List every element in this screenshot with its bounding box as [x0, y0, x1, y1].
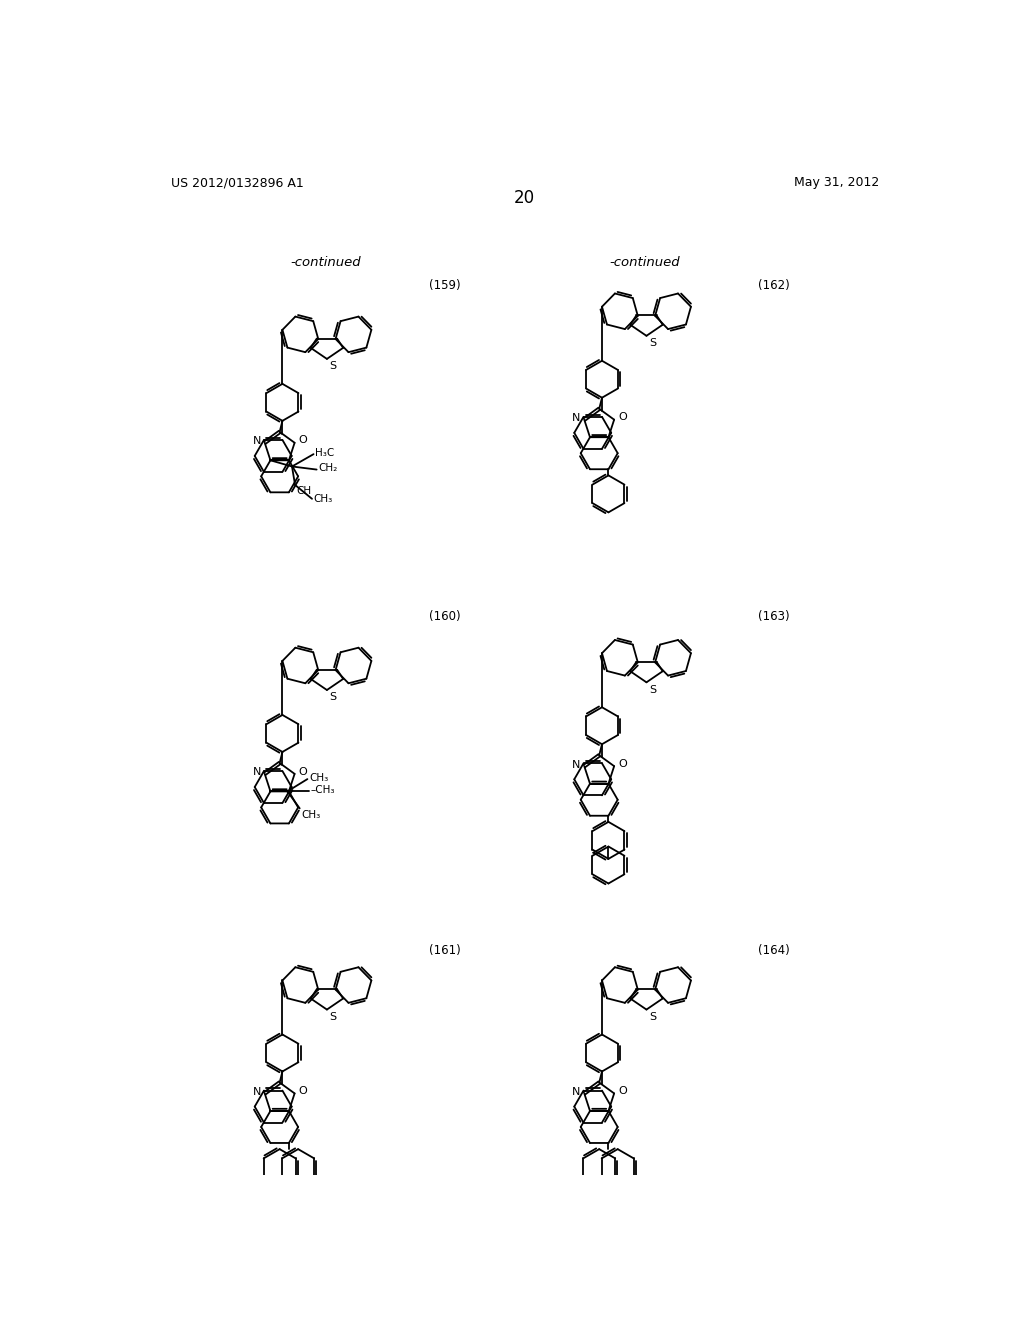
Text: O: O: [618, 1086, 627, 1096]
Text: –CH₃: –CH₃: [310, 785, 335, 795]
Text: N: N: [253, 1086, 261, 1097]
Text: (164): (164): [758, 944, 790, 957]
Text: (162): (162): [758, 280, 790, 292]
Text: O: O: [298, 436, 307, 445]
Text: N: N: [572, 759, 581, 770]
Text: (161): (161): [429, 944, 461, 957]
Text: (160): (160): [429, 610, 461, 623]
Text: N: N: [253, 436, 261, 446]
Text: CH₂: CH₂: [318, 463, 338, 473]
Text: CH₃: CH₃: [313, 494, 333, 504]
Text: May 31, 2012: May 31, 2012: [794, 176, 879, 189]
Text: (159): (159): [429, 280, 461, 292]
Text: O: O: [298, 767, 307, 776]
Text: 20: 20: [514, 189, 536, 207]
Text: US 2012/0132896 A1: US 2012/0132896 A1: [171, 176, 303, 189]
Text: S: S: [649, 685, 656, 694]
Text: S: S: [330, 1012, 336, 1022]
Text: S: S: [330, 362, 336, 371]
Text: CH: CH: [297, 487, 311, 496]
Text: (163): (163): [758, 610, 790, 623]
Text: CH₃: CH₃: [301, 810, 321, 820]
Text: N: N: [253, 767, 261, 777]
Text: N: N: [572, 1086, 581, 1097]
Text: O: O: [618, 759, 627, 768]
Text: S: S: [649, 338, 656, 348]
Text: -continued: -continued: [609, 256, 680, 269]
Text: S: S: [330, 692, 336, 702]
Text: N: N: [572, 413, 581, 424]
Text: CH₃: CH₃: [309, 772, 328, 783]
Text: S: S: [649, 1012, 656, 1022]
Text: O: O: [298, 1086, 307, 1096]
Text: O: O: [618, 412, 627, 422]
Text: H₃C: H₃C: [315, 447, 335, 458]
Text: -continued: -continued: [290, 256, 360, 269]
